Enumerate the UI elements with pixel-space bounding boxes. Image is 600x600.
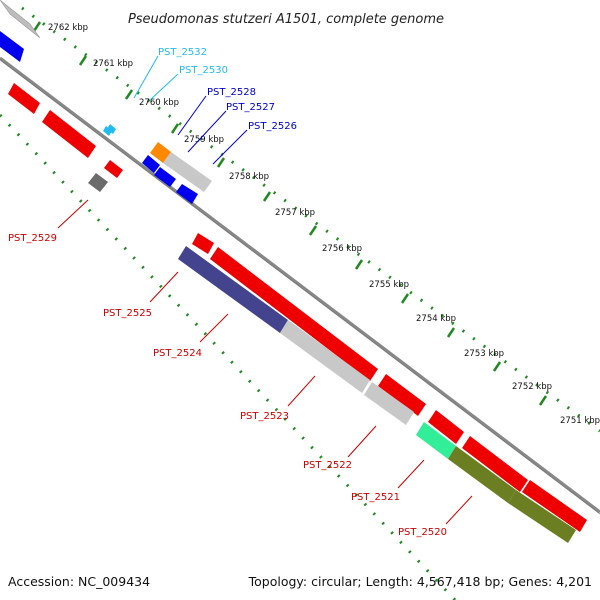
- ruler-label-2762: 2762 kbp: [48, 23, 88, 33]
- gene-pst-2528[interactable]: [142, 155, 160, 173]
- ruler-label-2751: 2751 kbp: [560, 416, 600, 426]
- gene-pst-2527[interactable]: [154, 167, 176, 187]
- label-pst-2529[interactable]: PST_2529: [8, 233, 57, 244]
- topology-text: Topology: circular; Length: 4,567,418 bp…: [248, 574, 592, 589]
- gene-pst-2521-red[interactable]: [428, 410, 464, 444]
- inner-ruler-dots: [0, 113, 457, 600]
- gene-green[interactable]: [416, 422, 456, 459]
- label-pst-2522[interactable]: PST_2522: [303, 460, 352, 471]
- ruler-label-2755: 2755 kbp: [369, 280, 409, 290]
- ruler-label-2753: 2753 kbp: [464, 349, 504, 359]
- label-pst-2527[interactable]: PST_2527: [226, 102, 275, 113]
- gene-red-1[interactable]: [8, 83, 40, 114]
- ruler-dots: [21, 6, 600, 433]
- label-pst-2521[interactable]: PST_2521: [351, 492, 400, 503]
- gene-olive-2[interactable]: [508, 490, 576, 543]
- ruler-label-2760: 2760 kbp: [139, 98, 179, 108]
- ruler-label-2757: 2757 kbp: [275, 208, 315, 218]
- gene-blue-top[interactable]: [0, 31, 24, 62]
- label-pst-2530[interactable]: PST_2530: [179, 65, 228, 76]
- gene-grey-1[interactable]: [280, 320, 370, 393]
- gene-grey-top[interactable]: [0, 0, 41, 39]
- accession-text: Accession: NC_009434: [8, 574, 150, 589]
- label-pst-2524[interactable]: PST_2524: [153, 348, 202, 359]
- label-connectors: [57, 55, 473, 525]
- gene-grey-2759[interactable]: [163, 152, 212, 192]
- label-pst-2520[interactable]: PST_2520: [398, 527, 447, 538]
- gene-grey-2[interactable]: [364, 382, 414, 425]
- map-title: Pseudomonas stutzeri A1501, complete gen…: [128, 12, 444, 27]
- ruler-label-2759: 2759 kbp: [184, 135, 224, 145]
- gene-pst-2532[interactable]: [103, 126, 112, 136]
- label-pst-2528[interactable]: PST_2528: [207, 87, 256, 98]
- gene-pst-2522-red[interactable]: [378, 374, 426, 416]
- gene-pst-2529[interactable]: [104, 160, 123, 178]
- gene-pst-2526[interactable]: [176, 184, 198, 204]
- gene-pst-2525[interactable]: [192, 233, 214, 254]
- genome-backbone: [0, 56, 600, 514]
- gene-orange[interactable]: [150, 142, 171, 163]
- gene-olive-1[interactable]: [448, 446, 516, 503]
- ruler-label-2752: 2752 kbp: [512, 382, 552, 392]
- label-pst-2526[interactable]: PST_2526: [248, 121, 297, 132]
- label-pst-2532[interactable]: PST_2532: [158, 47, 207, 58]
- ruler-label-2756: 2756 kbp: [322, 244, 362, 254]
- ruler-label-2761: 2761 kbp: [93, 59, 133, 69]
- gene-pst-2520-red-b[interactable]: [522, 480, 587, 532]
- ruler-ticks: [32, 21, 548, 406]
- label-pst-2525[interactable]: PST_2525: [103, 308, 152, 319]
- gene-red-2[interactable]: [42, 110, 96, 158]
- gene-dark-grey[interactable]: [88, 173, 108, 192]
- ruler-label-2758: 2758 kbp: [229, 172, 269, 182]
- gene-pst-2523-red[interactable]: [210, 247, 378, 381]
- gene-pst-2520-red-a[interactable]: [462, 436, 528, 492]
- ruler-label-2754: 2754 kbp: [416, 314, 456, 324]
- gene-purple[interactable]: [178, 246, 288, 333]
- label-pst-2523[interactable]: PST_2523: [240, 411, 289, 422]
- gene-pst-2530[interactable]: [107, 124, 116, 134]
